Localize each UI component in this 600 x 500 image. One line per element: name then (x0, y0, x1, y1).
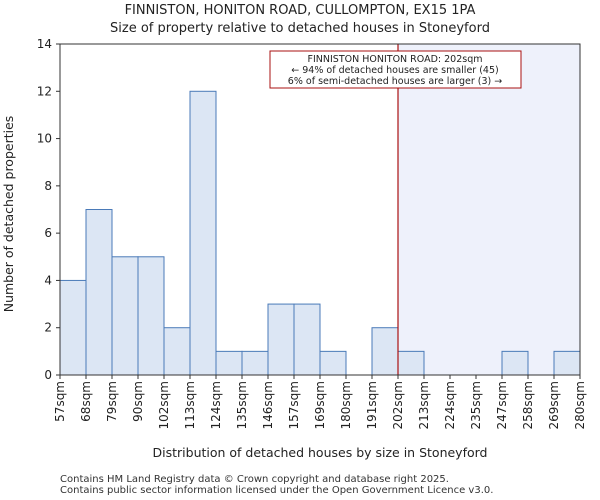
bar-202sqm (397, 350, 425, 376)
bar-169sqm (319, 350, 347, 376)
x-tick-label: 280sqm (573, 381, 587, 429)
larger-region-shade (398, 44, 580, 375)
bar-191sqm (371, 327, 399, 376)
x-tick-label: 102sqm (157, 381, 171, 429)
annotation-box: FINNISTON HONITON ROAD: 202sqm ← 94% of … (269, 50, 522, 89)
x-tick-label: 213sqm (417, 381, 431, 429)
x-tick-label: 258sqm (521, 381, 535, 429)
x-tick-label: 191sqm (365, 381, 379, 429)
chart-title: FINNISTON, HONITON ROAD, CULLOMPTON, EX1… (125, 3, 476, 18)
x-tick-label: 157sqm (287, 381, 301, 429)
chart-subtitle: Size of property relative to detached ho… (110, 21, 490, 36)
y-tick-label: 2 (44, 321, 52, 335)
annotation-frame (269, 50, 522, 89)
x-tick-label: 169sqm (313, 381, 327, 429)
x-tick-label: 247sqm (495, 381, 509, 429)
bar-247sqm (501, 350, 529, 376)
y-tick-label: 14 (37, 37, 52, 51)
x-tick-label: 124sqm (209, 381, 223, 429)
annotation-line-2: ← 94% of detached houses are smaller (45… (291, 65, 498, 76)
bar-269sqm (553, 350, 581, 376)
bar-68sqm (85, 209, 113, 376)
x-tick-label: 224sqm (443, 381, 457, 429)
y-tick-label: 6 (44, 226, 52, 240)
x-tick-label: 113sqm (183, 381, 197, 429)
footer-line-1: Contains HM Land Registry data © Crown c… (60, 474, 449, 485)
bar-90sqm (137, 256, 165, 376)
x-tick-label: 146sqm (261, 381, 275, 429)
x-axis-ticks: 57sqm 68sqm 79sqm 90sqm 102sqm 113sqm 124sqm 13… (53, 375, 587, 429)
x-tick-label: 235sqm (469, 381, 483, 429)
bars (59, 90, 581, 376)
x-tick-label: 68sqm (79, 381, 93, 422)
bar-113sqm (189, 90, 217, 376)
bar-157sqm (293, 303, 321, 376)
bar-79sqm (111, 256, 139, 376)
annotation-line-1: FINNISTON HONITON ROAD: 202sqm (308, 54, 483, 65)
x-tick-label: 202sqm (391, 381, 405, 429)
bar-135sqm (241, 350, 269, 376)
x-tick-label: 135sqm (235, 381, 249, 429)
y-axis-ticks: 0 2 4 6 8 10 12 14 (37, 37, 60, 382)
footer-line-2: Contains public sector information licen… (60, 485, 494, 496)
y-tick-label: 12 (37, 84, 52, 98)
y-tick-label: 0 (44, 368, 52, 382)
bar-57sqm (59, 279, 87, 376)
x-tick-label: 57sqm (53, 381, 67, 422)
y-tick-label: 4 (44, 273, 52, 287)
y-tick-label: 10 (37, 132, 52, 146)
annotation-line-3: 6% of semi-detached houses are larger (3… (288, 76, 502, 87)
x-axis-label: Distribution of detached houses by size … (153, 445, 488, 460)
x-tick-label: 269sqm (547, 381, 561, 429)
bar-102sqm (163, 327, 191, 376)
x-tick-label: 90sqm (131, 381, 145, 422)
bar-146sqm (267, 303, 295, 376)
bar-124sqm (215, 350, 243, 376)
y-axis-label: Number of detached properties (1, 116, 16, 313)
y-tick-label: 8 (44, 179, 52, 193)
x-tick-label: 79sqm (105, 381, 119, 422)
x-tick-label: 180sqm (339, 381, 353, 429)
